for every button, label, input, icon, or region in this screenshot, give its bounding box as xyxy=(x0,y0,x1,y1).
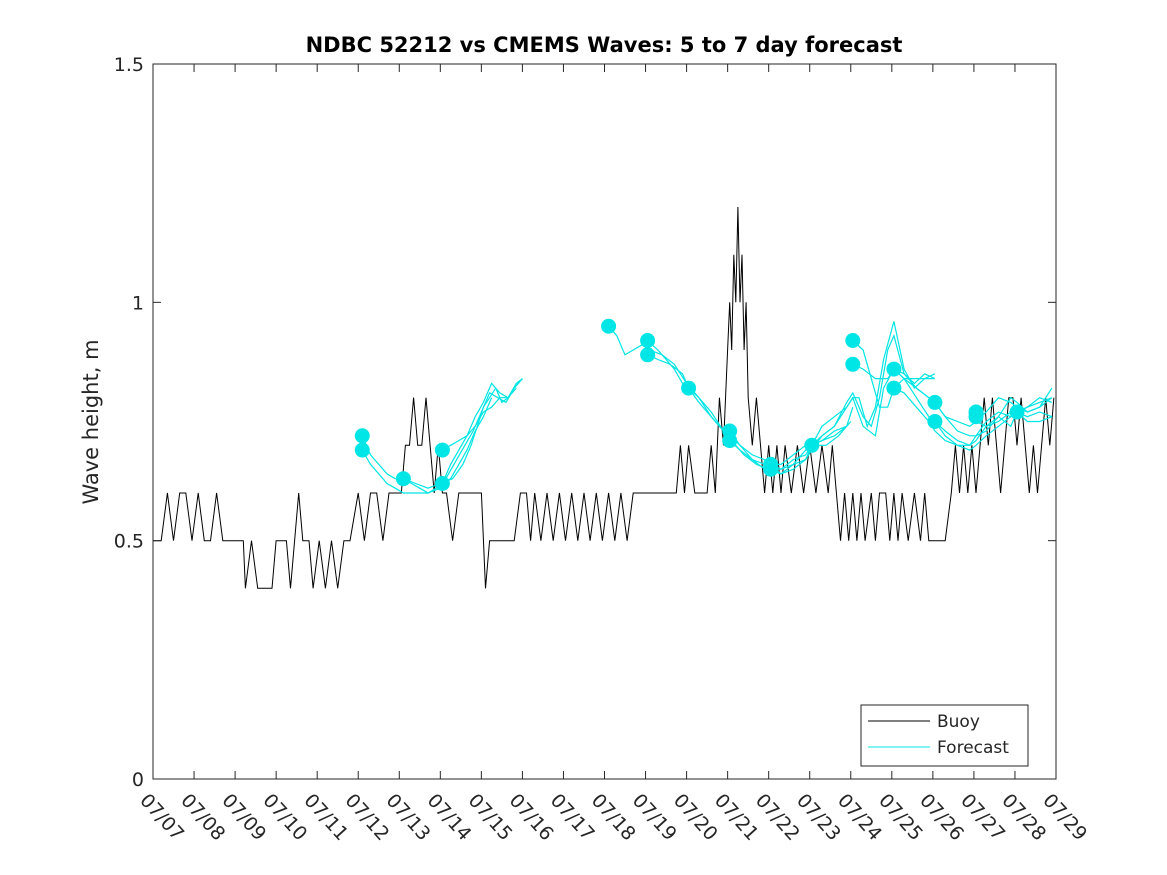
y-tick-label-0: 0 xyxy=(132,769,144,791)
forecast-marker-18 xyxy=(927,394,943,410)
y-tick-label-3: 1.5 xyxy=(114,54,144,76)
y-axis-label: Wave height, m xyxy=(79,339,103,504)
legend: Buoy Forecast xyxy=(860,704,1029,767)
forecast-marker-12 xyxy=(763,461,779,477)
forecast-marker-0 xyxy=(354,428,370,444)
legend-label-forecast: Forecast xyxy=(937,738,1009,758)
forecast-marker-7 xyxy=(640,347,656,363)
plot-area xyxy=(153,206,1055,589)
series-line-forecast-15 xyxy=(934,411,1053,451)
legend-box xyxy=(860,704,1029,767)
series-line-forecast-1 xyxy=(361,378,523,494)
forecast-marker-16 xyxy=(886,361,902,377)
series-line-forecast-2 xyxy=(403,378,523,494)
series-line-buoy xyxy=(153,206,1055,589)
forecast-marker-4 xyxy=(434,476,450,491)
forecast-marker-3 xyxy=(434,442,450,458)
forecast-marker-2 xyxy=(395,471,411,487)
series-line-forecast-4 xyxy=(442,397,493,485)
series-line-forecast-10 xyxy=(811,333,936,446)
forecast-marker-6 xyxy=(640,333,656,348)
forecast-marker-17 xyxy=(886,380,902,396)
series-line-forecast-3 xyxy=(442,387,517,451)
chart-title: NDBC 52212 vs CMEMS Waves: 5 to 7 day fo… xyxy=(306,33,903,57)
y-tick-label-2: 1 xyxy=(132,292,144,314)
forecast-marker-10 xyxy=(722,433,738,449)
forecast-marker-8 xyxy=(681,380,697,396)
forecast-marker-21 xyxy=(968,409,984,425)
forecast-marker-15 xyxy=(845,356,861,372)
forecast-marker-19 xyxy=(927,414,943,429)
forecast-marker-22 xyxy=(1009,404,1025,420)
forecast-marker-5 xyxy=(601,318,617,334)
forecast-marker-1 xyxy=(354,442,370,458)
forecast-marker-13 xyxy=(804,437,820,453)
legend-label-buoy: Buoy xyxy=(937,712,980,732)
y-tick-label-1: 0.5 xyxy=(114,531,144,553)
forecast-marker-14 xyxy=(845,333,861,348)
